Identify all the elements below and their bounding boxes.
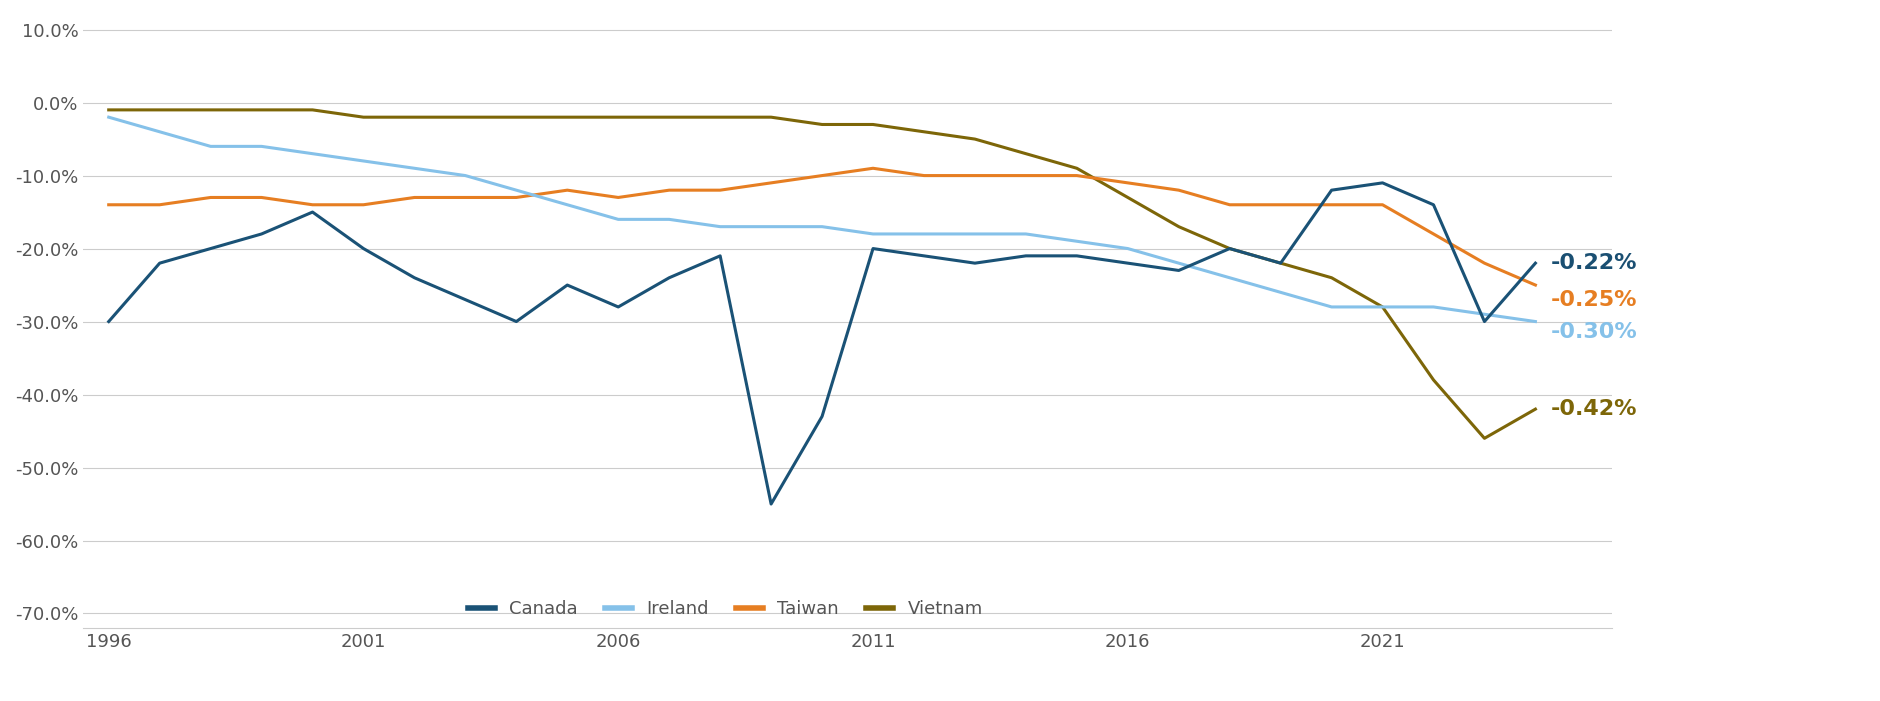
Text: -0.25%: -0.25% xyxy=(1549,290,1636,310)
Legend: Canada, Ireland, Taiwan, Vietnam: Canada, Ireland, Taiwan, Vietnam xyxy=(461,593,989,625)
Text: -0.22%: -0.22% xyxy=(1549,253,1636,273)
Text: -0.30%: -0.30% xyxy=(1549,322,1637,343)
Text: -0.42%: -0.42% xyxy=(1549,399,1636,419)
